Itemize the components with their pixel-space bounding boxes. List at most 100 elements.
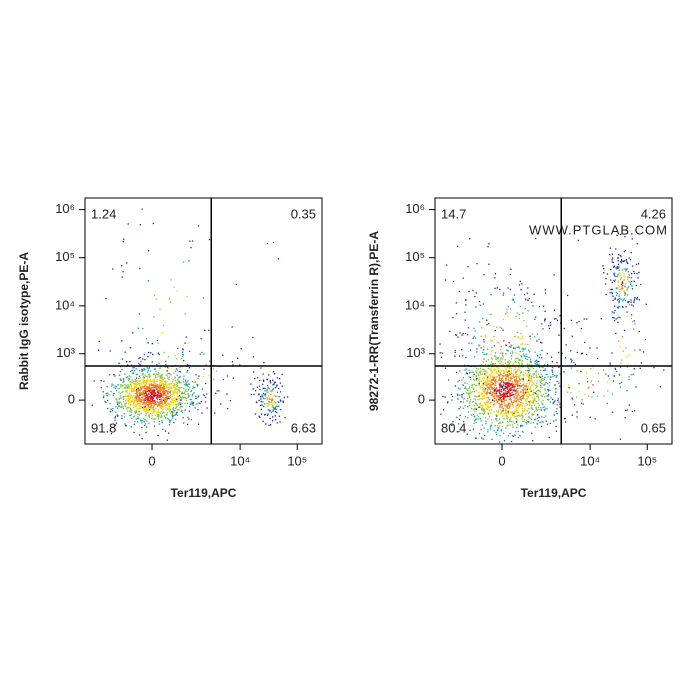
event-dot <box>454 385 457 387</box>
event-dot <box>626 289 628 291</box>
event-dot <box>519 338 521 340</box>
event-dot <box>527 412 530 414</box>
event-dot <box>500 345 502 348</box>
event-dot <box>166 395 168 397</box>
event-dot <box>262 387 264 390</box>
event-dot <box>483 409 486 411</box>
event-dot <box>123 413 125 415</box>
event-dot <box>587 381 589 383</box>
event-dot <box>170 382 172 384</box>
event-dot <box>551 369 553 371</box>
event-dot <box>263 398 265 400</box>
event-dot <box>193 392 195 394</box>
event-dot <box>500 380 502 382</box>
event-dot <box>570 350 572 352</box>
event-dot <box>550 324 552 326</box>
event-dot <box>163 415 166 417</box>
event-dot <box>153 403 155 405</box>
event-dot <box>144 389 146 391</box>
event-dot <box>500 386 502 388</box>
event-dot <box>615 248 617 250</box>
event-dot <box>542 305 545 307</box>
event-dot <box>159 392 161 395</box>
event-dot <box>163 392 165 394</box>
event-dot <box>157 411 159 413</box>
event-dot <box>205 363 207 366</box>
event-dot <box>546 353 548 355</box>
event-dot <box>281 385 283 387</box>
event-dot <box>130 388 132 390</box>
event-dot <box>631 321 633 323</box>
event-dot <box>586 353 588 356</box>
event-dot <box>464 386 467 388</box>
event-dot <box>519 359 522 361</box>
event-dot <box>276 377 278 379</box>
event-dot <box>529 335 531 337</box>
event-dot <box>509 398 511 400</box>
event-dot <box>185 383 188 385</box>
event-dot <box>542 406 544 408</box>
event-dot <box>498 411 500 413</box>
event-dot <box>183 360 185 362</box>
event-dot <box>519 374 521 376</box>
event-dot <box>565 344 567 346</box>
event-dot <box>618 297 621 300</box>
event-dot <box>130 414 132 416</box>
event-dot <box>513 387 515 389</box>
event-dot <box>171 411 173 413</box>
event-dot <box>483 410 485 412</box>
event-dot <box>517 390 519 393</box>
event-dot <box>617 293 619 295</box>
event-dot <box>178 389 180 391</box>
event-dot <box>559 403 561 405</box>
event-dot <box>513 301 516 303</box>
event-dot <box>106 395 108 397</box>
event-dot <box>523 394 525 397</box>
event-dot <box>630 314 633 317</box>
event-dot <box>626 315 628 317</box>
event-dot <box>500 429 502 431</box>
event-dot <box>511 424 513 426</box>
event-dot <box>173 398 175 400</box>
event-dot <box>526 410 529 412</box>
event-dot <box>635 386 637 388</box>
event-dot <box>172 385 175 388</box>
event-dot <box>162 388 164 390</box>
event-dot <box>133 401 136 404</box>
event-dot <box>167 403 169 405</box>
event-dot <box>135 412 137 414</box>
x-tick-label: 10⁵ <box>287 453 307 468</box>
event-dot <box>481 392 483 394</box>
event-dot <box>148 393 150 395</box>
event-dot <box>151 361 153 363</box>
event-dot <box>146 387 148 389</box>
event-dot <box>541 395 543 398</box>
event-dot <box>528 379 530 381</box>
event-dot <box>528 374 531 377</box>
event-dot <box>613 266 615 268</box>
event-dot <box>174 414 176 416</box>
event-dot <box>464 319 466 321</box>
event-dot <box>166 412 169 414</box>
event-dot <box>140 388 143 391</box>
event-dot <box>508 388 510 390</box>
event-dot <box>506 425 508 427</box>
event-dot <box>639 367 641 369</box>
event-dot <box>139 407 141 410</box>
event-dot <box>499 395 502 397</box>
event-dot <box>509 389 511 391</box>
event-dot <box>448 379 450 381</box>
event-dot <box>154 387 157 389</box>
event-dot <box>525 421 527 424</box>
event-dot <box>548 399 550 401</box>
event-dot <box>461 395 463 397</box>
event-dot <box>482 438 484 440</box>
event-dot <box>168 410 170 412</box>
event-dot <box>611 311 613 313</box>
event-dot <box>186 371 188 373</box>
event-dot <box>497 360 499 363</box>
event-dot <box>526 390 528 392</box>
event-dot <box>204 396 207 398</box>
event-dot <box>175 383 177 386</box>
event-dot <box>176 400 178 402</box>
